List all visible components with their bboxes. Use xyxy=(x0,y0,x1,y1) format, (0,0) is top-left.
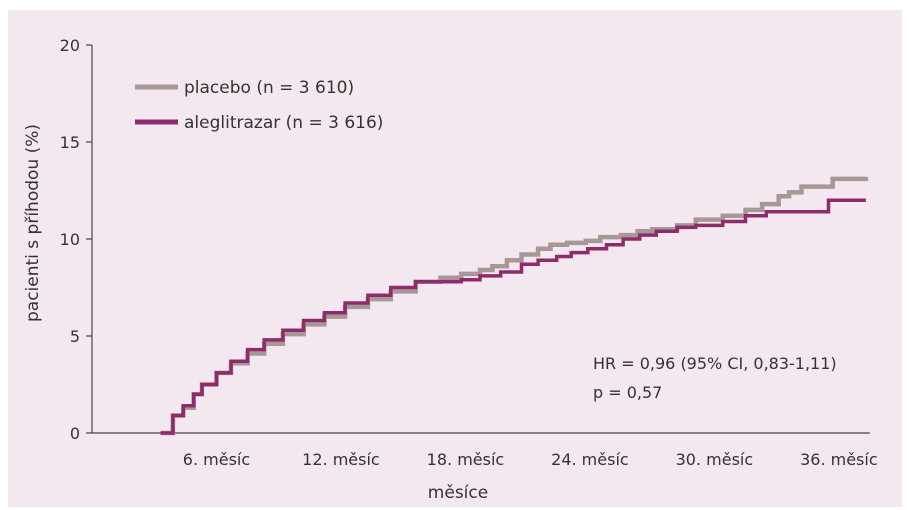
x-tick-label: 12. měsíc xyxy=(302,450,380,469)
x-tick-label: 30. měsíc xyxy=(676,450,754,469)
km-chart: 0 5 10 15 20 6. měsíc 12. měsíc 18. měsíc 24. m… xyxy=(23,36,878,503)
legend-label-placebo: placebo (n = 3 610) xyxy=(184,78,354,98)
legend: placebo (n = 3 610) aleglitrazar (n = 3 … xyxy=(135,78,383,133)
x-tick-label: 6. měsíc xyxy=(183,450,250,469)
legend-label-aleglitrazar: aleglitrazar (n = 3 616) xyxy=(184,113,383,133)
chart-panel: 0 5 10 15 20 6. měsíc 12. měsíc 18. měsíc 24. m… xyxy=(8,10,902,507)
x-tick-label: 36. měsíc xyxy=(800,450,878,469)
y-tick-label: 20 xyxy=(60,36,80,55)
series-group xyxy=(160,176,869,436)
x-tick-label: 18. měsíc xyxy=(427,450,505,469)
y-tick-label: 10 xyxy=(60,230,80,249)
annotations: HR = 0,96 (95% CI, 0,83-1,11) p = 0,57 xyxy=(593,354,837,402)
x-axis-title: měsíce xyxy=(428,483,488,503)
y-tick-label: 0 xyxy=(70,424,80,443)
axes xyxy=(91,45,870,434)
y-tick-label: 15 xyxy=(60,133,80,152)
series-line-aleglitrazar xyxy=(160,198,866,435)
y-tick-label: 5 xyxy=(70,327,80,346)
y-ticks: 0 5 10 15 20 xyxy=(60,36,92,443)
y-axis-title: pacienti s příhodou (%) xyxy=(23,124,43,322)
p-value-annotation: p = 0,57 xyxy=(593,383,662,402)
hr-annotation: HR = 0,96 (95% CI, 0,83-1,11) xyxy=(593,354,837,373)
x-ticks: 6. měsíc 12. měsíc 18. měsíc 24. měsíc 30. m… xyxy=(183,450,878,469)
x-tick-label: 24. měsíc xyxy=(551,450,629,469)
